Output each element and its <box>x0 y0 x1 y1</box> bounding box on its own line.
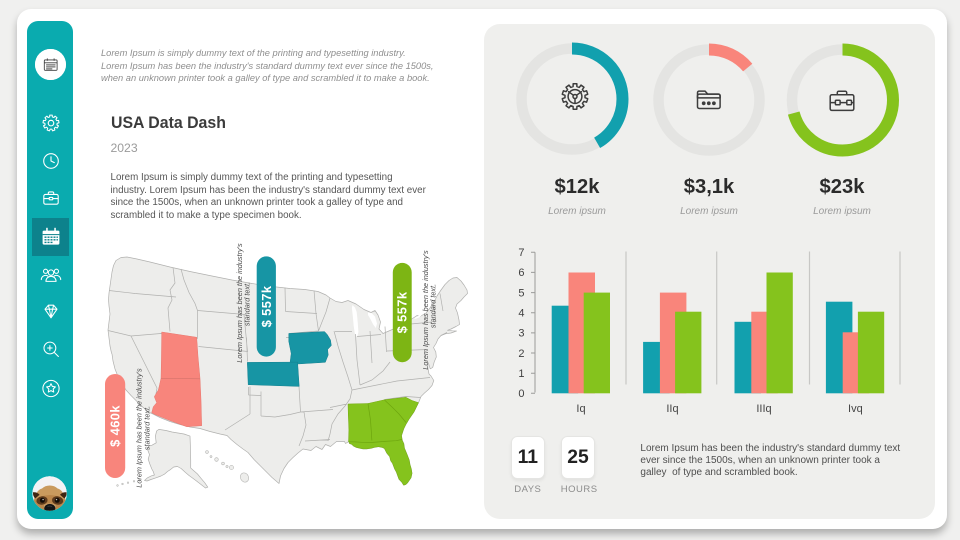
svg-text:$ 460k: $ 460k <box>108 405 123 447</box>
svg-text:$ 557k: $ 557k <box>259 285 274 327</box>
svg-text:$ 557k: $ 557k <box>395 291 410 333</box>
svg-text:Iq: Iq <box>576 403 585 415</box>
svg-text:Lorem Ipsum has been the indus: Lorem Ipsum has been the industry's <box>421 250 430 370</box>
svg-text:6: 6 <box>518 267 524 279</box>
svg-text:0: 0 <box>518 388 524 400</box>
svg-text:5: 5 <box>518 287 524 299</box>
svg-text:7: 7 <box>518 247 524 259</box>
svg-text:Ivq: Ivq <box>848 403 863 415</box>
svg-text:4: 4 <box>518 308 524 320</box>
svg-text:IIIq: IIIq <box>756 403 771 415</box>
svg-text:3: 3 <box>518 328 524 340</box>
svg-text:standard text.: standard text. <box>429 284 438 328</box>
svg-text:IIq: IIq <box>666 403 678 415</box>
svg-text:standard text.: standard text. <box>142 406 151 450</box>
svg-text:1: 1 <box>518 368 524 380</box>
svg-text:2: 2 <box>518 348 524 360</box>
svg-text:standard text.: standard text. <box>243 282 252 326</box>
svg-text:Lorem Ipsum has been the indus: Lorem Ipsum has been the industry's <box>235 243 244 363</box>
svg-text:Lorem Ipsum has been the indus: Lorem Ipsum has been the industry's <box>134 368 143 488</box>
